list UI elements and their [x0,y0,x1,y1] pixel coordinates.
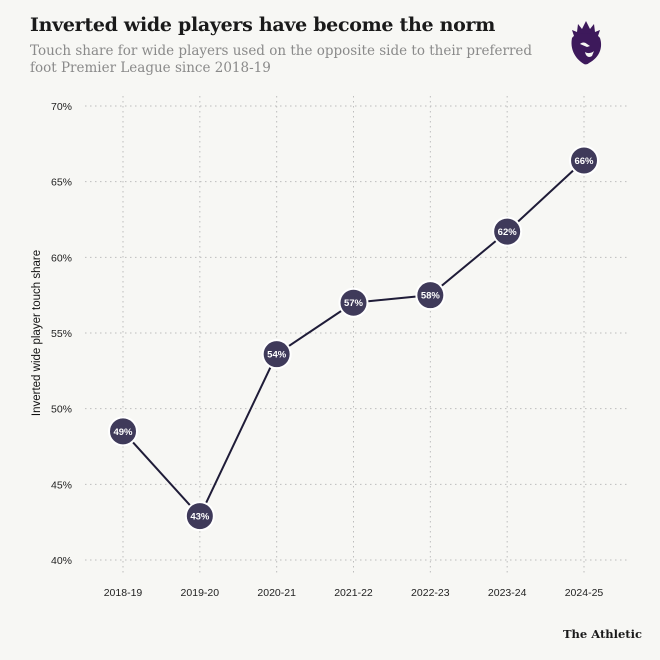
data-point-marker [184,501,215,532]
data-label: 66% [574,156,594,167]
x-tick-label: 2018-19 [104,587,143,599]
data-point-marker [415,280,446,311]
y-tick-label: 45% [51,479,72,491]
data-label: 62% [498,227,518,238]
data-point-marker [108,416,138,447]
x-tick-label: 2024-25 [565,587,604,599]
premier-league-lion-logo [571,21,602,65]
data-point-marker [569,145,599,176]
y-tick-label: 55% [51,328,72,340]
series-line [122,159,585,518]
y-tick-label: 50% [51,404,72,416]
data-point: 57% [338,287,369,318]
data-point: 62% [492,216,523,247]
data-point-marker [261,339,292,370]
data-label: 54% [267,350,287,361]
x-tick-label: 2020-21 [257,587,296,599]
data-label: 58% [421,291,441,302]
y-tick-label: 40% [51,555,72,567]
x-gridlines [122,96,585,575]
data-point: 49% [108,416,138,447]
data-label: 49% [113,427,133,438]
chart-title: Inverted wide players have become the no… [30,14,496,36]
y-tick-label: 70% [51,101,72,113]
y-tick-labels: 40% 45% 50% 55% 60% 65% 70% [51,101,72,567]
y-gridlines [85,105,628,561]
y-tick-label: 65% [51,177,72,189]
data-point: 43% [184,501,215,532]
x-tick-label: 2019-20 [181,587,220,599]
chart-subtitle: Touch share for wide players used on the… [30,43,533,76]
x-tick-label: 2023-24 [488,587,527,599]
data-point: 66% [569,145,599,176]
data-point: 58% [415,280,446,311]
data-points: 49% 43% 54% 57% 58% 62% 66% [108,145,599,532]
x-tick-labels: 2018-19 2019-20 2020-21 2021-22 2022-23 2023-… [104,587,604,599]
publisher-footer: The Athletic [562,627,642,641]
x-tick-label: 2021-22 [334,587,373,599]
data-point-marker [492,216,523,247]
x-tick-label: 2022-23 [411,587,450,599]
data-point-marker [338,287,369,318]
data-point: 54% [261,339,292,370]
y-tick-label: 60% [51,252,72,264]
data-label: 57% [344,298,364,309]
data-label: 43% [190,512,210,523]
y-axis-label: Inverted wide player touch share [31,250,43,416]
